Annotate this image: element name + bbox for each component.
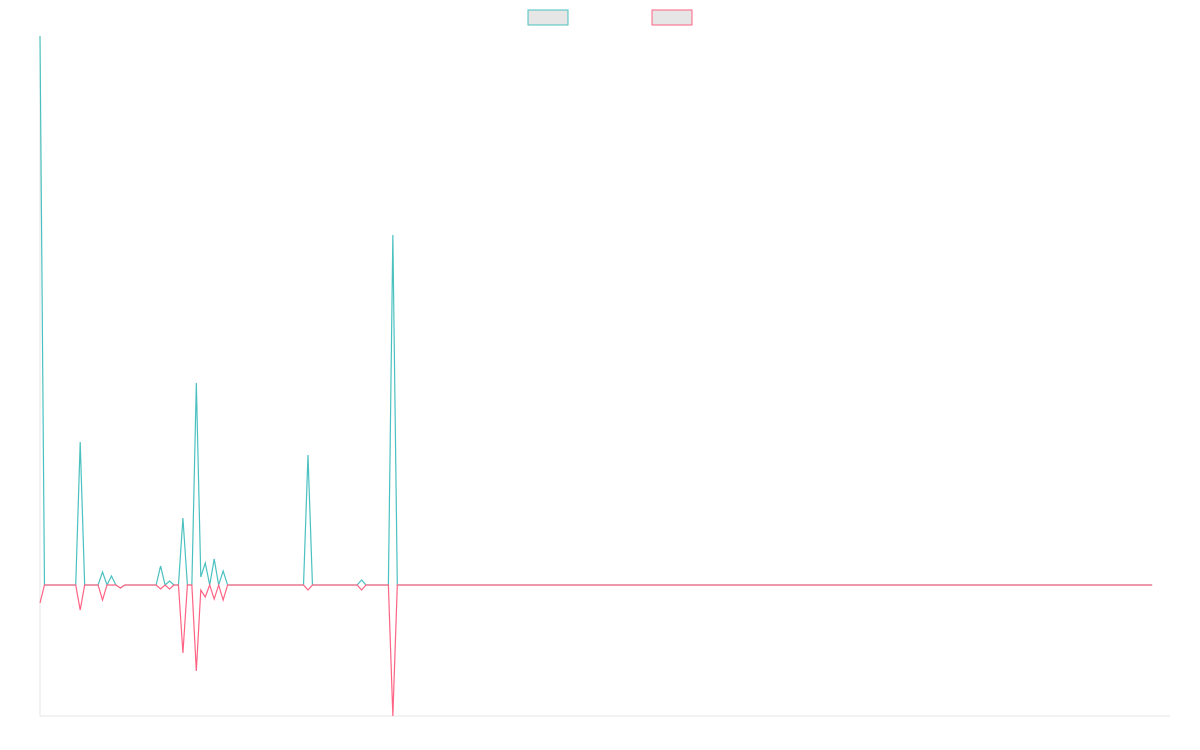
legend-swatch — [527, 9, 569, 26]
series-line — [39, 35, 1153, 589]
legend-swatch — [651, 9, 693, 26]
series-line — [39, 582, 1153, 717]
